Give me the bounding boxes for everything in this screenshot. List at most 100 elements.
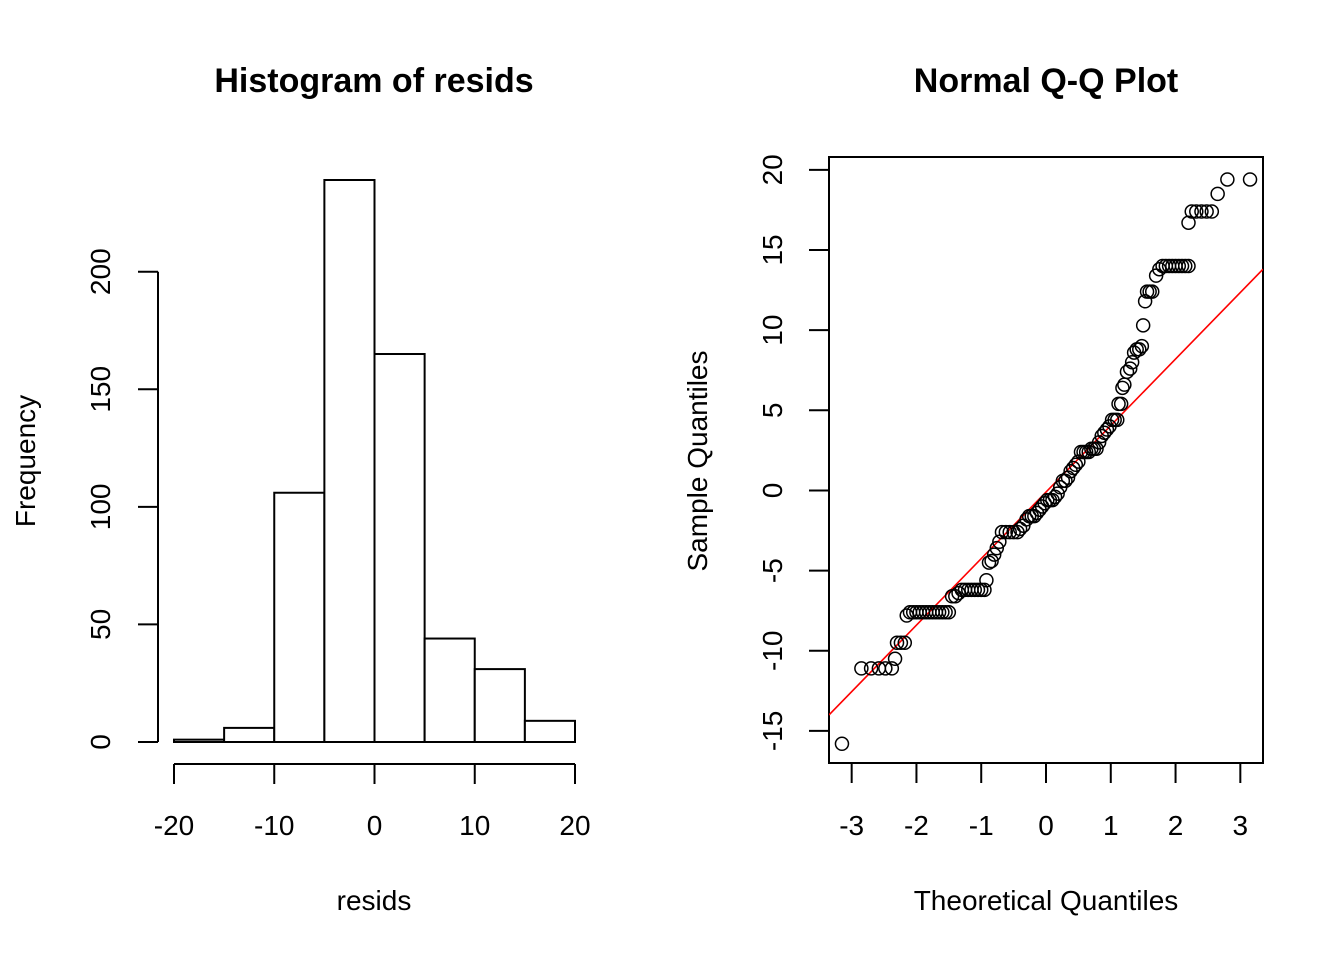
qq-point: [1220, 172, 1235, 187]
histogram-x-axis: -20 -10 0 10 20: [154, 763, 591, 841]
histogram-x-tick-label: 20: [559, 810, 590, 841]
qq-point: [897, 635, 913, 651]
qq-point: [984, 553, 999, 569]
qq-point: [977, 582, 992, 598]
qq-reference-line-group: [829, 268, 1263, 716]
qq-y-tick-label: 20: [757, 154, 788, 185]
qq-x-tick-label: -1: [969, 810, 994, 841]
histogram-x-tick-label: -10: [254, 810, 294, 841]
qq-y-tick-label: -15: [757, 711, 788, 751]
qq-y-tick-label: 0: [757, 483, 788, 499]
qq-point: [893, 635, 909, 651]
histogram-bar: [273, 491, 326, 744]
qq-plot-box: [828, 156, 1264, 764]
histogram-bars: [173, 179, 576, 744]
histogram-y-tick-label: 50: [85, 609, 116, 640]
qq-point: [1068, 457, 1084, 473]
qq-point: [1199, 204, 1214, 219]
qq-point: [1115, 380, 1130, 396]
qq-x-tick-label: 0: [1038, 810, 1054, 841]
qq-points: [834, 172, 1258, 752]
histogram-bar: [473, 668, 526, 744]
histogram-y-tick-label: 100: [85, 483, 116, 530]
qq-x-tick-label: 1: [1103, 810, 1119, 841]
qq-point: [884, 661, 900, 676]
histogram-y-tick-label: 150: [85, 366, 116, 413]
qq-point: [1210, 186, 1225, 202]
qq-point: [1181, 215, 1196, 230]
qq-point: [967, 582, 982, 598]
qq-point: [981, 555, 997, 570]
qq-point: [998, 524, 1014, 540]
qq-point: [994, 524, 1010, 540]
qq-point: [878, 661, 893, 676]
histogram-x-tick-label: 10: [459, 810, 490, 841]
histogram-bar: [523, 719, 576, 743]
histogram-bar: [173, 738, 226, 744]
qq-point: [970, 582, 986, 598]
qq-y-axis-label: Sample Quantiles: [682, 350, 713, 571]
histogram-bar: [423, 637, 476, 744]
qq-x-tick-label: -2: [904, 810, 929, 841]
qq-point: [1132, 342, 1147, 357]
qq-point: [979, 572, 994, 588]
qq-point: [1089, 441, 1104, 457]
histogram-bar: [323, 179, 376, 743]
qq-point: [1184, 204, 1199, 219]
histogram-x-tick-label: 0: [367, 810, 383, 841]
histogram-bar: [223, 726, 276, 744]
qq-y-tick-label: 5: [757, 403, 788, 419]
qq-point: [1002, 524, 1017, 540]
qq-point: [941, 605, 957, 620]
qq-reference-line: [829, 268, 1263, 716]
qq-x-axis-label: Theoretical Quantiles: [914, 885, 1179, 916]
qq-point: [931, 605, 947, 620]
qq-point: [863, 661, 879, 676]
qq-point: [889, 635, 905, 651]
histogram-y-axis-label: Frequency: [10, 395, 41, 527]
qq-point: [989, 540, 1005, 556]
qq-point: [1178, 258, 1193, 274]
qq-point: [887, 651, 903, 667]
qq-point: [1174, 258, 1190, 274]
qq-plot-panel: Normal Q-Q Plot Theoretical Quantiles Sa…: [682, 62, 1264, 916]
qq-point: [1110, 412, 1125, 428]
qq-point: [1122, 361, 1138, 376]
qq-point: [1204, 204, 1220, 219]
qq-plot-title: Normal Q-Q Plot: [914, 62, 1178, 100]
qq-point: [834, 736, 850, 752]
qq-point: [1181, 258, 1196, 274]
qq-x-tick-label: -3: [839, 810, 864, 841]
qq-x-tick-label: 3: [1233, 810, 1249, 841]
qq-x-axis: -3 -2 -1 0 1 2 3: [839, 763, 1248, 841]
qq-point: [1171, 258, 1187, 274]
qq-point: [1113, 396, 1129, 412]
qq-y-axis: -15 -10 -5 0 5 10 15 20: [757, 154, 829, 751]
qq-point: [935, 605, 950, 620]
histogram-panel: Histogram of resids resids Frequency -20…: [10, 62, 591, 916]
qq-point: [1050, 486, 1065, 501]
histogram-y-tick-label: 200: [85, 248, 116, 295]
qq-point: [1137, 294, 1153, 309]
qq-point: [1189, 204, 1204, 219]
qq-y-tick-label: 10: [757, 315, 788, 346]
qq-point: [1135, 318, 1151, 333]
qq-point: [986, 547, 1002, 562]
histogram-title: Histogram of resids: [214, 62, 533, 100]
histogram-x-tick-label: -20: [154, 810, 194, 841]
histogram-y-axis: 0 50 100 150 200: [85, 248, 159, 750]
qq-y-tick-label: 15: [757, 234, 788, 265]
histogram-y-tick-label: 0: [85, 734, 116, 750]
qq-x-tick-label: 2: [1168, 810, 1184, 841]
qq-point: [1134, 338, 1150, 354]
histogram-bar: [373, 353, 426, 743]
qq-y-tick-label: -10: [757, 631, 788, 671]
qq-point: [1242, 172, 1258, 187]
qq-point: [1144, 284, 1160, 299]
qq-point: [938, 605, 953, 620]
qq-point: [1124, 354, 1140, 370]
histogram-x-axis-label: resids: [337, 885, 412, 916]
qq-point: [854, 661, 869, 676]
qq-point: [1194, 204, 1209, 219]
